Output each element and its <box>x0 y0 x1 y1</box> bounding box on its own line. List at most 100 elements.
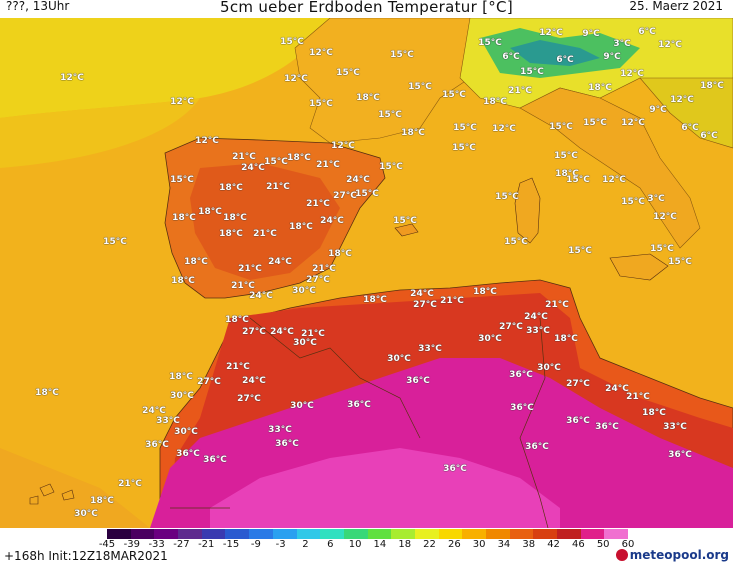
colorbar-swatch <box>343 529 368 539</box>
temperature-label: 30°C <box>537 363 561 373</box>
temperature-label: 12°C <box>284 74 308 84</box>
temperature-label: 21°C <box>508 86 532 96</box>
colorbar-tick-label: -33 <box>148 539 165 550</box>
temperature-label: 36°C <box>347 400 371 410</box>
colorbar-tick-label: 2 <box>302 539 309 550</box>
temperature-label: 21°C <box>440 296 464 306</box>
logo-text: meteopool.org <box>629 548 729 562</box>
temperature-label: 12°C <box>492 124 516 134</box>
temperature-label: 18°C <box>363 295 387 305</box>
colorbar-tick-label: -27 <box>173 539 190 550</box>
temperature-label: 24°C <box>241 163 265 173</box>
temperature-label: 18°C <box>169 372 193 382</box>
colorbar-swatch <box>107 529 131 539</box>
temperature-label: 24°C <box>410 289 434 299</box>
temperature-label: 36°C <box>443 464 467 474</box>
temperature-label: 15°C <box>621 197 645 207</box>
temperature-label: 12°C <box>309 48 333 58</box>
temperature-label: 15°C <box>568 246 592 256</box>
colorbar-tick-label: 26 <box>447 539 461 550</box>
temperature-label: 18°C <box>356 93 380 103</box>
colorbar-swatch <box>557 529 581 539</box>
temperature-label: 15°C <box>554 151 578 161</box>
temperature-label: 18°C <box>700 81 724 91</box>
temperature-label: 15°C <box>668 257 692 267</box>
colorbar-swatch <box>367 529 392 539</box>
colorbar-tick-label: -9 <box>250 539 261 550</box>
temperature-label: 15°C <box>355 189 379 199</box>
temperature-label: 12°C <box>60 73 84 83</box>
temperature-label: 18°C <box>555 169 579 179</box>
alps-coldest-core <box>510 40 600 66</box>
temperature-label: 3°C <box>647 194 665 204</box>
balearic-islands <box>394 223 419 237</box>
init-time: +168h Init:12Z18MAR2021 <box>4 549 168 563</box>
temperature-label: 15°C <box>103 237 127 247</box>
temperature-label: 21°C <box>301 329 325 339</box>
temperature-label: 6°C <box>556 55 574 65</box>
temperature-label: 24°C <box>346 175 370 185</box>
temperature-label: 30°C <box>170 391 194 401</box>
logo-icon <box>615 549 628 561</box>
atlantic-mid-zone <box>0 98 200 168</box>
temperature-label: 33°C <box>526 326 550 336</box>
colorbar-tick-label: 60 <box>621 539 635 550</box>
colorbar-tick-label: -39 <box>123 539 140 550</box>
temperature-label: 21°C <box>306 199 330 209</box>
colorbar-tick-label: -3 <box>275 539 286 550</box>
temperature-label: 21°C <box>238 264 262 274</box>
sicily <box>609 253 669 281</box>
temperature-label: 15°C <box>336 68 360 78</box>
colorbar-swatch <box>414 529 439 539</box>
temperature-label: 36°C <box>668 450 692 460</box>
meteopool-logo[interactable]: meteopool.org <box>615 548 729 562</box>
temperature-label: 24°C <box>142 406 166 416</box>
temperature-label: 27°C <box>306 275 330 285</box>
temperature-label: 36°C <box>275 439 299 449</box>
temperature-label: 18°C <box>287 153 311 163</box>
temperature-label: 18°C <box>223 213 247 223</box>
temperature-label: 9°C <box>603 52 621 62</box>
temperature-label: 24°C <box>524 312 548 322</box>
colorbar-tick-label: 30 <box>472 539 486 550</box>
temperature-label: 36°C <box>566 416 590 426</box>
colorbar-ticks: -45 -39 -33 -27 -21 -15 -9 -3 2 6 10 14 18 22 26 30 34 38… <box>99 539 635 551</box>
temperature-label: 18°C <box>473 287 497 297</box>
colorbar <box>107 529 629 539</box>
temperature-label: 36°C <box>595 422 619 432</box>
temperature-label: 24°C <box>268 257 292 267</box>
colorbar-tick-label: 34 <box>497 539 511 550</box>
temperature-label: 21°C <box>226 362 250 372</box>
temperature-label: 21°C <box>312 264 336 274</box>
temperature-label: 9°C <box>649 105 667 115</box>
temperature-label: 15°C <box>309 99 333 109</box>
temperature-label: 18°C <box>642 408 666 418</box>
temperature-label: 18°C <box>172 213 196 223</box>
temperature-label: 30°C <box>293 338 317 348</box>
temperature-label: 9°C <box>582 29 600 39</box>
temperature-label: 15°C <box>566 175 590 185</box>
colorbar-tick-label: -15 <box>222 539 240 550</box>
colorbar-tick-label: 22 <box>423 539 436 550</box>
temperature-map: 12°C 12°C 15°C 12°C 15°C 12°C 15°C 18°C 15°C 15°C… <box>0 18 733 528</box>
temperature-label: 24°C <box>249 291 273 301</box>
forecast-date: 25. Maerz 2021 <box>629 0 723 13</box>
temperature-label: 18°C <box>219 183 243 193</box>
temperature-label: 18°C <box>35 388 59 398</box>
temperature-label: 15°C <box>478 38 502 48</box>
temperature-label: 15°C <box>393 216 417 226</box>
temperature-label: 15°C <box>390 50 414 60</box>
sahara-extreme-zone <box>210 448 560 528</box>
temperature-label: 15°C <box>280 37 304 47</box>
temperature-label: 24°C <box>320 216 344 226</box>
temperature-label: 15°C <box>650 244 674 254</box>
temperature-label: 36°C <box>509 370 533 380</box>
temperature-label: 18°C <box>483 97 507 107</box>
temperature-label: 27°C <box>242 327 266 337</box>
legend: -45 -39 -33 -27 -21 -15 -9 -3 2 6 10 14 18 22 26 30 34 38… <box>0 528 733 566</box>
temperature-label: 18°C <box>225 315 249 325</box>
temperature-label: 15°C <box>520 67 544 77</box>
map-canvas <box>0 18 733 528</box>
temperature-label: 15°C <box>453 123 477 133</box>
temperature-label: 27°C <box>566 379 590 389</box>
